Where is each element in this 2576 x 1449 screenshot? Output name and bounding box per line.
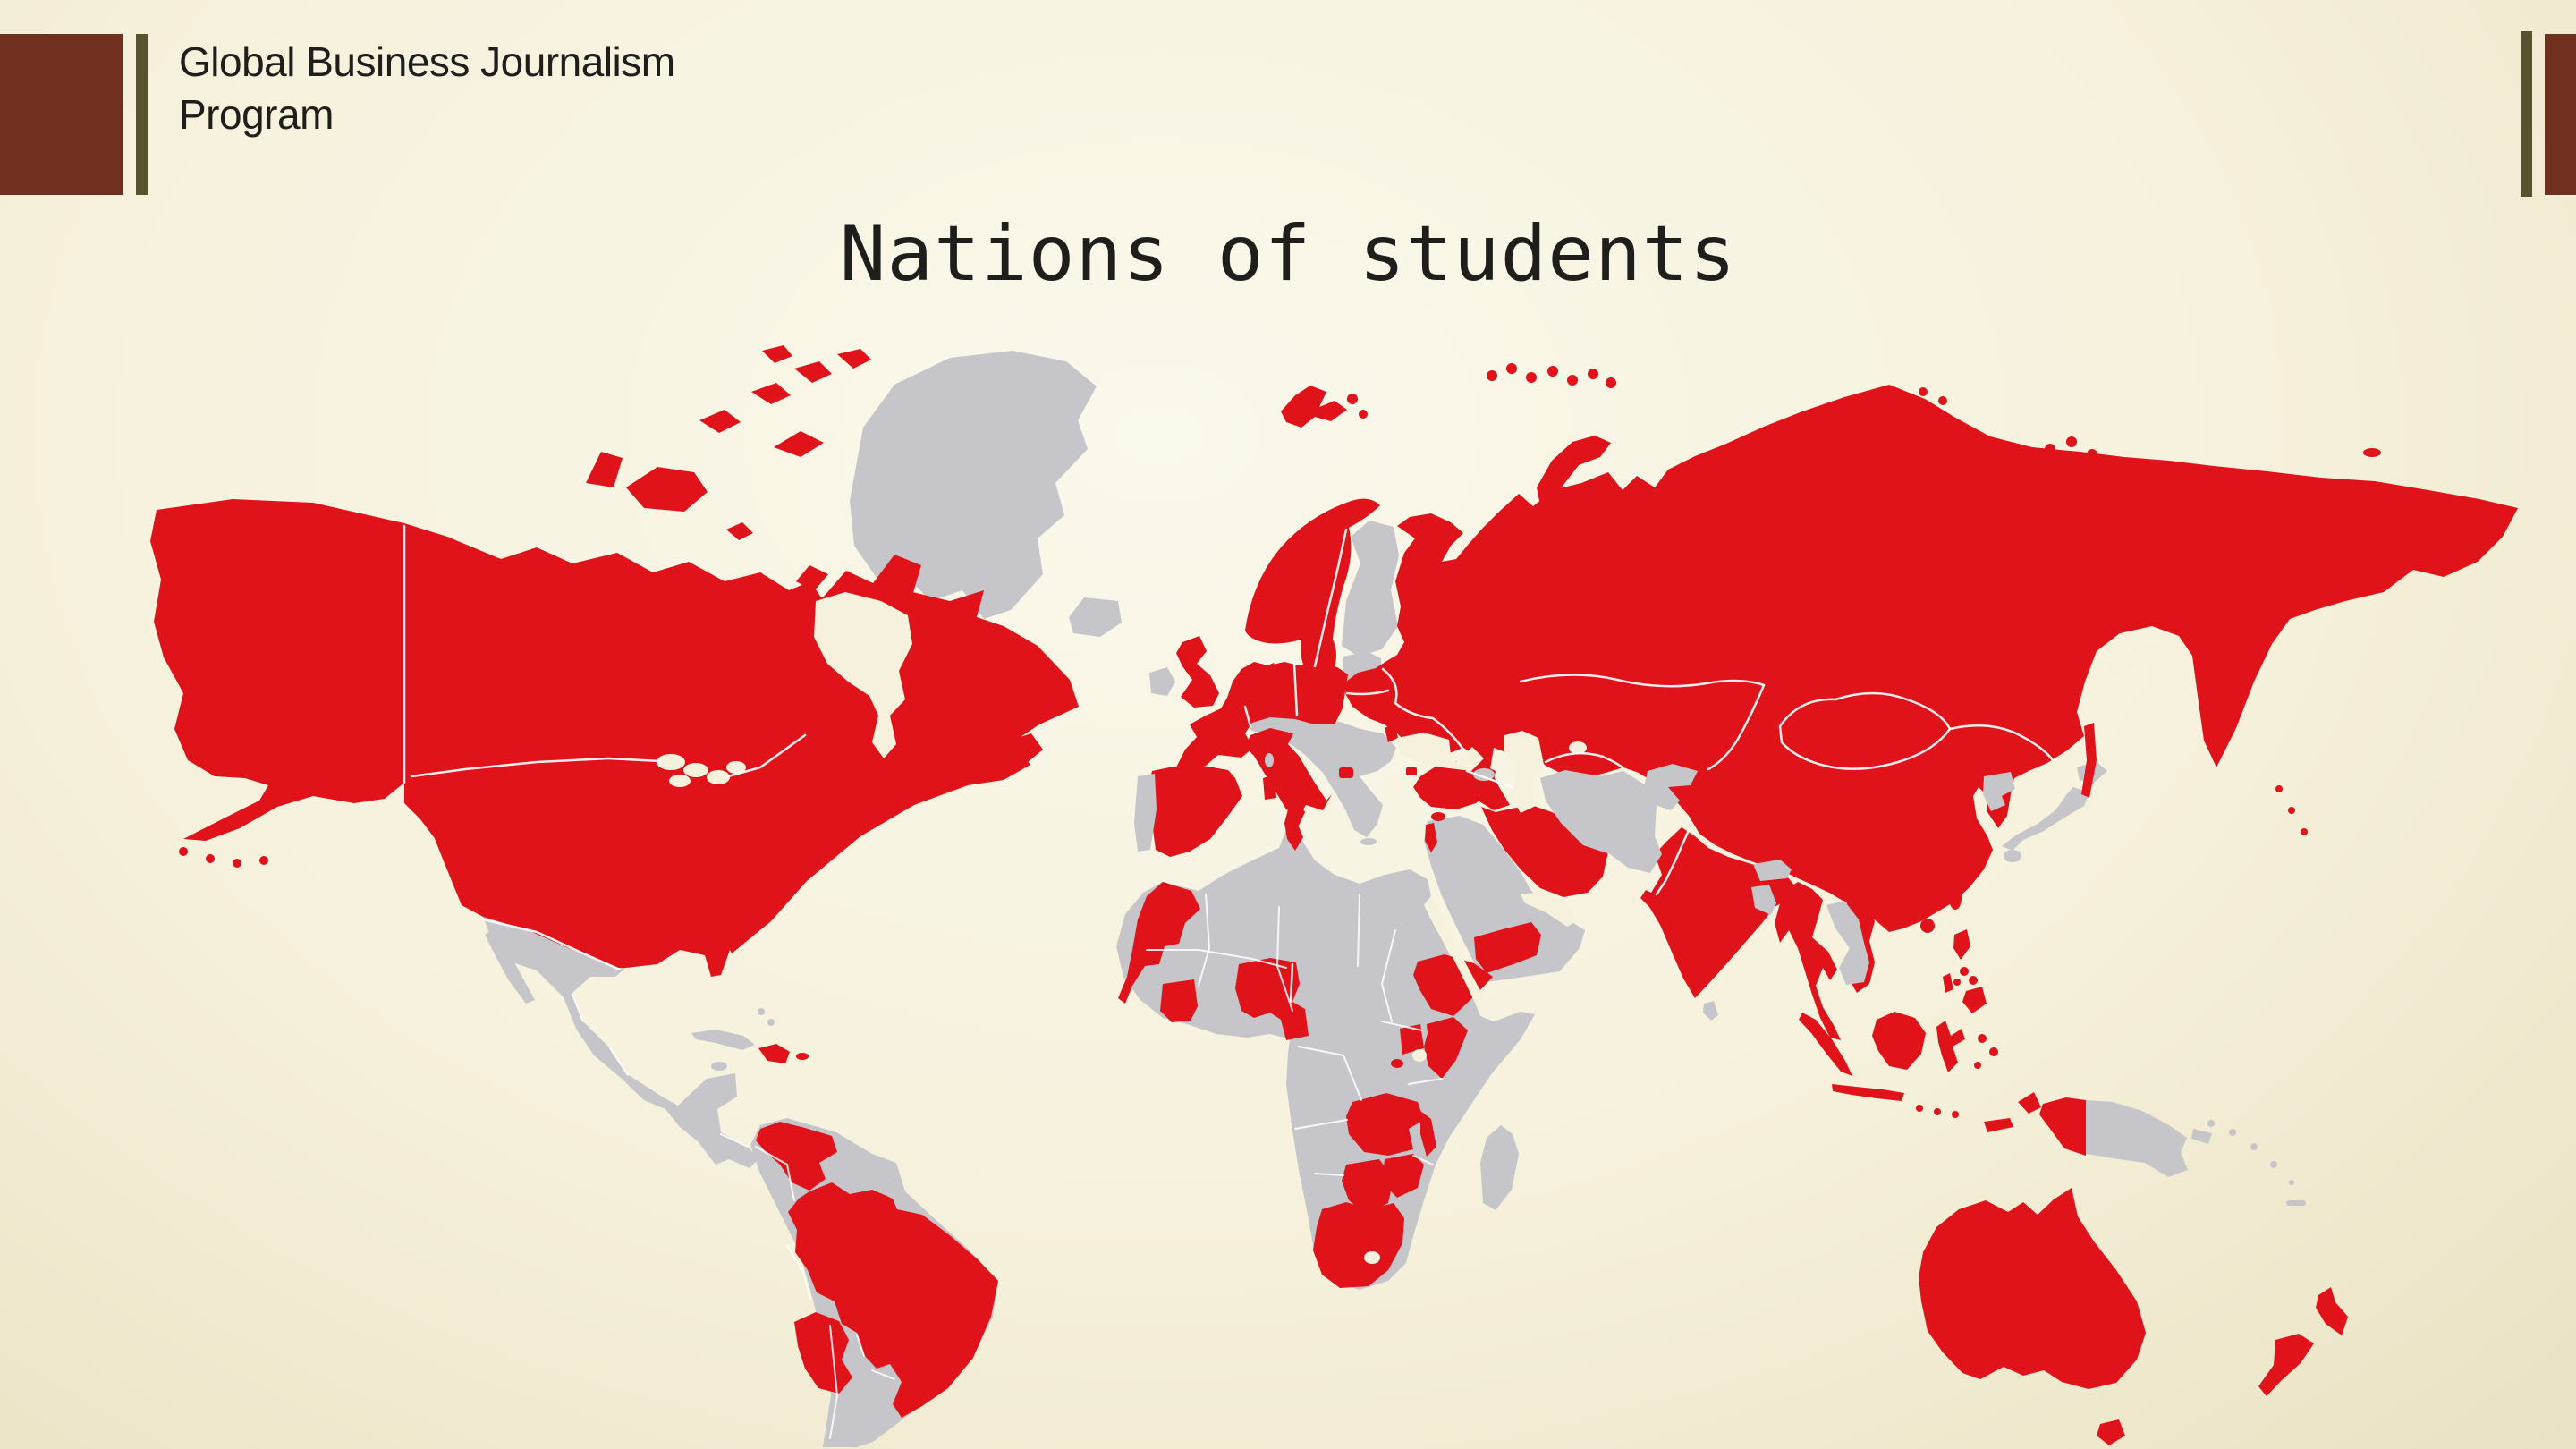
country-borders-layer — [402, 524, 2055, 1439]
region-africa-base — [1116, 807, 1535, 1290]
region-iceland — [1069, 597, 1122, 637]
region-arabia-levant-iraq — [1424, 816, 1585, 982]
region-kenya-uganda-rwanda — [1391, 1017, 1468, 1079]
region-venezuela — [756, 1122, 837, 1191]
region-southern-africa — [1313, 1093, 1436, 1288]
region-finland — [1342, 521, 1399, 657]
region-dominican-republic — [758, 1044, 790, 1063]
accent-bar-right — [2521, 31, 2532, 197]
region-bahamas — [758, 1008, 765, 1015]
logo-maroon-square-right — [2545, 34, 2576, 195]
accent-bar-left — [136, 34, 148, 195]
region-united-kingdom — [1176, 636, 1219, 708]
logo-line-2: Program — [179, 90, 334, 138]
sea-of-okhotsk-edge — [2104, 646, 2182, 678]
region-west-papua — [2018, 1092, 2086, 1156]
region-newfoundland — [1009, 733, 1043, 763]
region-new-zealand — [2258, 1287, 2348, 1396]
hudson-bay — [814, 592, 912, 758]
region-nepal-bhutan — [1753, 860, 1792, 881]
region-north-macedonia — [1339, 767, 1353, 778]
red-sea — [1426, 899, 1486, 1004]
region-puerto-rico — [796, 1053, 809, 1060]
region-russia-china-eurasia — [1345, 385, 2518, 932]
region-portugal — [1134, 774, 1157, 852]
region-yemen — [1474, 922, 1541, 973]
logo-line-1: Global Business Journalism — [179, 38, 675, 85]
region-turkey-thrace — [1406, 767, 1417, 775]
region-mexico-central-america — [483, 917, 758, 1168]
region-pacific-islands — [2207, 1120, 2306, 1206]
black-sea — [1397, 733, 1484, 771]
region-bahamas-2 — [767, 1019, 775, 1026]
region-brazil — [788, 1182, 998, 1418]
region-jamaica — [711, 1062, 727, 1071]
region-kyrgyzstan-tajikistan — [1644, 764, 1698, 810]
region-sakhalin — [2081, 723, 2097, 798]
region-ethiopia — [1413, 954, 1493, 1016]
region-sri-lanka — [1703, 1001, 1718, 1021]
region-laos-cambodia — [1826, 901, 1869, 985]
region-ivory-coast — [1160, 979, 1198, 1022]
logo-maroon-square — [0, 34, 123, 195]
region-corsica — [1265, 753, 1274, 767]
region-tunisia — [1284, 802, 1305, 851]
region-balearic-islands — [1221, 786, 1233, 793]
lesotho — [1364, 1251, 1380, 1264]
region-central-europe-balkans — [1248, 713, 1396, 837]
region-france-germany-poland — [1176, 662, 1348, 767]
slide-title: Nations of students — [839, 209, 1737, 299]
lake-victoria — [1412, 1049, 1427, 1062]
program-logo-text: Global Business Journalism Program — [179, 36, 675, 141]
region-siberian-islands — [1919, 387, 2381, 460]
region-turkmenistan-afghanistan — [1540, 770, 1662, 873]
water-bodies-layer — [657, 592, 2182, 1264]
region-myanmar-thailand-malaysia — [1775, 882, 1841, 1040]
region-novaya-zemlya — [1537, 436, 1611, 504]
region-israel — [1425, 823, 1437, 852]
gray-overlays-layer — [1134, 753, 2212, 1177]
region-australia — [1919, 1188, 2146, 1389]
region-bolivia — [794, 1312, 852, 1394]
region-nigeria-cameroon — [1235, 958, 1309, 1040]
region-hainan — [1920, 919, 1935, 933]
region-cuba — [691, 1030, 755, 1050]
region-madagascar — [1480, 1125, 1519, 1210]
region-greenland — [850, 351, 1097, 619]
region-papua-new-guinea — [2086, 1100, 2212, 1177]
region-taiwan — [1949, 886, 1962, 910]
region-north-korea — [1983, 772, 2015, 811]
region-philippines — [1943, 929, 1987, 1013]
region-cyprus — [1431, 812, 1445, 821]
region-indonesia — [1799, 1012, 2013, 1132]
region-spain — [1149, 766, 1242, 857]
region-morocco — [1118, 882, 1200, 1004]
region-kuril-islands — [2275, 785, 2308, 835]
region-norway-sweden — [1245, 498, 1380, 679]
region-franz-josef-land — [1487, 363, 1616, 388]
persian-gulf — [1521, 892, 1580, 927]
region-ireland — [1149, 667, 1175, 696]
caspian-sea — [1504, 731, 1544, 813]
region-crete — [1360, 838, 1377, 845]
region-georgia — [1473, 768, 1495, 781]
aral-sea — [1569, 741, 1587, 754]
great-lakes — [657, 754, 746, 787]
region-bangladesh — [1751, 885, 1776, 915]
region-tasmania — [2097, 1419, 2125, 1445]
region-aleutian-islands — [179, 847, 268, 868]
region-svalbard — [1281, 386, 1368, 428]
